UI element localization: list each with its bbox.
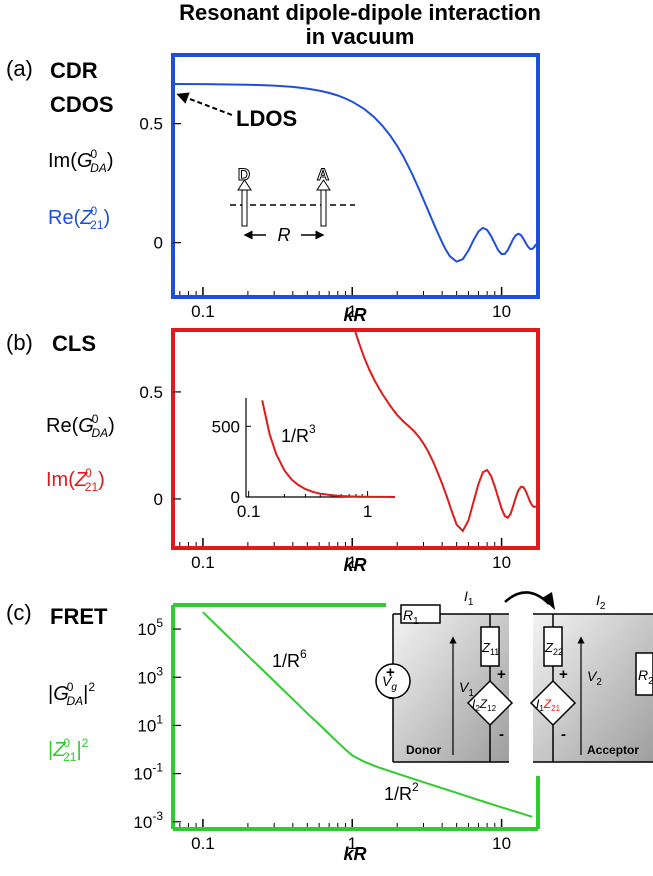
panel-a-tag: (a) bbox=[6, 56, 33, 81]
dep-source-donor-label: I2Z12 bbox=[472, 697, 497, 713]
dep2-minus: - bbox=[561, 726, 566, 743]
circuit-diagram: R1 I1 I2 V1 V2 Z11 Z22 R2 Vg I2Z12 I1Z21… bbox=[375, 588, 653, 763]
panel-b-xtick-label-0: 0.1 bbox=[191, 553, 215, 572]
panel-a-ylabel-z: Re(Z0 21) bbox=[48, 204, 110, 232]
panel-a-xtick-label-1: 1 bbox=[348, 302, 357, 321]
dep2-plus: + bbox=[559, 666, 568, 683]
panel-a-series-0 bbox=[174, 83, 537, 263]
panel-c-ytick-label-1: 10-1 bbox=[133, 761, 163, 784]
panel-c-annotation-r2: 1/R2 bbox=[384, 780, 419, 804]
panel-b-ylabel-z: Im(Z0 21) bbox=[46, 466, 105, 494]
r2-resistor bbox=[635, 652, 653, 696]
donor-label-text: Donor bbox=[406, 743, 442, 757]
panel-a-label-cdr: CDR bbox=[50, 58, 98, 83]
acceptor-dipole bbox=[320, 187, 327, 227]
dependent-source-acceptor bbox=[529, 679, 577, 727]
panel-a-ldos-annotation: LDOS bbox=[236, 106, 297, 131]
panel-c-annotation-r6: 1/R6 bbox=[272, 647, 307, 671]
panel-b-ylabel-g: Re(G0 DA) bbox=[46, 412, 115, 440]
vg-label: Vg bbox=[382, 673, 397, 693]
panel-a-ylabel-g: Im(G0 DA) bbox=[48, 147, 113, 175]
panel-c-ylabel-g: |G0 DA|2 bbox=[48, 680, 95, 708]
r1-label: R1 bbox=[403, 607, 419, 627]
z22-impedance bbox=[543, 626, 563, 667]
z11-label: Z11 bbox=[481, 640, 499, 657]
panel-a-plot: 0.1 1 10 0 0.5 bbox=[139, 83, 537, 321]
r-label: R bbox=[278, 225, 291, 245]
panel-c-series-0 bbox=[202, 611, 533, 818]
inset-xtick-label-1: 1 bbox=[363, 502, 372, 521]
dep1-plus: + bbox=[497, 666, 506, 683]
vg-plus: + bbox=[386, 664, 395, 681]
dependent-source-donor bbox=[466, 679, 514, 727]
panel-b-xlabel: kR bbox=[343, 555, 366, 575]
voltage-source bbox=[375, 663, 411, 699]
panel-b-ytick-label-1: 0.5 bbox=[139, 383, 163, 402]
vg-minus: - bbox=[388, 689, 393, 706]
panel-a-ytick-label-0: 0 bbox=[154, 234, 163, 253]
panel-c-xtick-label-0: 0.1 bbox=[191, 834, 215, 853]
inset-ytick-label-0: 0 bbox=[231, 488, 240, 507]
z11-impedance bbox=[480, 626, 500, 667]
panel-c-label-fret: FRET bbox=[50, 604, 108, 629]
panel-c-plot: 0.1 1 10 10-3 10-1 101 103 105 bbox=[133, 611, 533, 853]
panel-b-ytick-label-0: 0 bbox=[154, 490, 163, 509]
dipole-inset: D A R bbox=[230, 165, 355, 245]
panel-a-label-cdos: CDOS bbox=[50, 92, 114, 117]
i1-label: I1 bbox=[464, 588, 474, 608]
i2-label: I2 bbox=[596, 592, 606, 612]
z22-label: Z22 bbox=[544, 640, 563, 657]
panel-b-frame bbox=[171, 328, 540, 550]
panel-c-xtick-label-2: 10 bbox=[492, 834, 511, 853]
r2-label: R2 bbox=[638, 667, 653, 687]
panel-c-ytick-label-2: 101 bbox=[137, 712, 163, 735]
panel-c-xlabel: kR bbox=[343, 844, 366, 864]
acceptor-label: A bbox=[317, 165, 329, 184]
donor-dipole bbox=[241, 187, 248, 227]
v1-label: V1 bbox=[459, 679, 474, 699]
figure-title-line2: in vacuum bbox=[306, 24, 415, 49]
inset-xtick-label-0: 0.1 bbox=[237, 502, 261, 521]
acceptor-dipole-arrowhead bbox=[316, 179, 331, 191]
panel-c-ylabel-z: |Z0 21|2 bbox=[48, 736, 89, 764]
coupling-arrowhead bbox=[542, 592, 555, 610]
panel-b-tag: (b) bbox=[6, 330, 33, 355]
v2-label: V2 bbox=[587, 668, 602, 688]
figure-title-line1: Resonant dipole-dipole interaction bbox=[179, 0, 541, 25]
ldos-arrow bbox=[176, 92, 233, 116]
panel-a-xlabel: kR bbox=[343, 305, 366, 325]
panel-b-xtick-label-2: 10 bbox=[492, 553, 511, 572]
panel-c-xtick-label-1: 1 bbox=[348, 834, 357, 853]
panel-c-ytick-label-4: 105 bbox=[137, 616, 163, 639]
donor-dipole-arrowhead bbox=[237, 179, 252, 191]
panel-c-ytick-label-3: 103 bbox=[137, 664, 163, 687]
panel-a-frame bbox=[171, 53, 540, 299]
panel-b-xtick-label-1: 1 bbox=[348, 553, 357, 572]
panel-a-xtick-label-0: 0.1 bbox=[191, 302, 215, 321]
panel-a-xtick-label-2: 10 bbox=[492, 302, 511, 321]
panel-c-ytick-label-0: 10-3 bbox=[133, 809, 163, 832]
panel-b-series-0 bbox=[354, 331, 537, 533]
panel-b-inset-plot: 0 500 0.1 1 bbox=[212, 398, 396, 521]
inset-ytick-label-1: 500 bbox=[212, 417, 240, 436]
r1-resistor bbox=[400, 604, 441, 624]
acceptor-label-text: Acceptor bbox=[587, 743, 639, 757]
dep1-minus: - bbox=[499, 726, 504, 743]
panel-b-label-cls: CLS bbox=[52, 331, 96, 356]
donor-label: D bbox=[238, 165, 250, 184]
dep-source-acceptor-label: I1Z21 bbox=[536, 697, 561, 713]
panel-c-tag: (c) bbox=[6, 600, 32, 625]
panel-b-inset-annotation: 1/R3 bbox=[281, 422, 316, 446]
inset-series-0 bbox=[261, 400, 396, 498]
panel-a-ytick-label-1: 0.5 bbox=[139, 115, 163, 134]
